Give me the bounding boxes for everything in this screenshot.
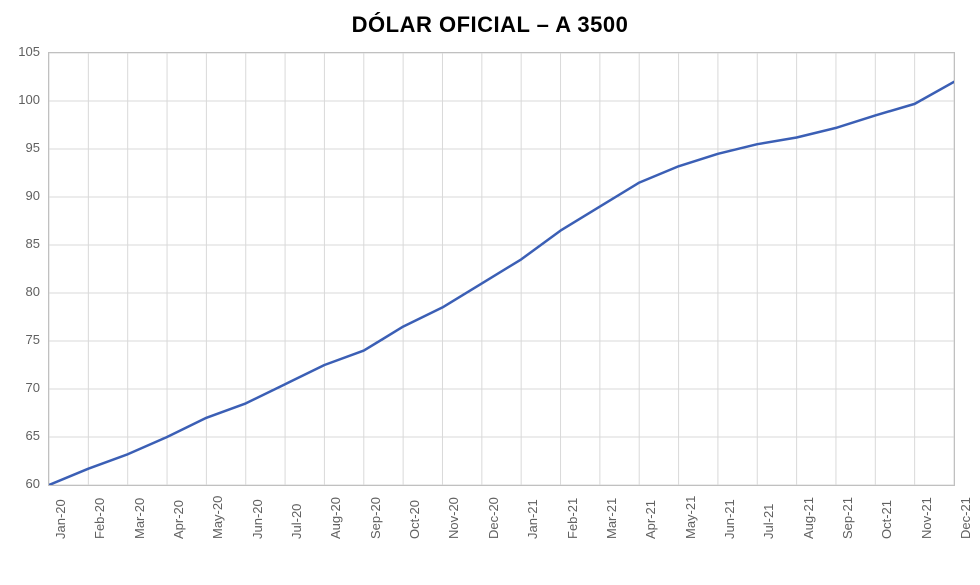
- x-tick-label: Aug-21: [801, 497, 816, 539]
- x-tick-label: Mar-21: [604, 498, 619, 539]
- x-tick-label: Jan-20: [53, 499, 68, 539]
- y-tick-label: 70: [0, 380, 40, 395]
- y-tick-label: 65: [0, 428, 40, 443]
- x-tick-label: Jun-20: [250, 499, 265, 539]
- y-tick-label: 100: [0, 92, 40, 107]
- x-tick-label: Jan-21: [525, 499, 540, 539]
- x-tick-label: Nov-21: [919, 497, 934, 539]
- x-tick-label: Dec-20: [486, 497, 501, 539]
- x-tick-label: May-21: [683, 496, 698, 539]
- y-tick-label: 95: [0, 140, 40, 155]
- x-tick-label: Dec-21: [958, 497, 973, 539]
- chart-title: DÓLAR OFICIAL – A 3500: [0, 12, 980, 38]
- x-tick-label: Nov-20: [446, 497, 461, 539]
- x-tick-label: Jul-21: [761, 504, 776, 539]
- y-tick-label: 75: [0, 332, 40, 347]
- x-tick-label: Jul-20: [289, 504, 304, 539]
- x-tick-label: Oct-20: [407, 500, 422, 539]
- x-tick-label: Apr-21: [643, 500, 658, 539]
- y-tick-label: 80: [0, 284, 40, 299]
- x-tick-label: Mar-20: [132, 498, 147, 539]
- x-tick-label: Apr-20: [171, 500, 186, 539]
- y-tick-label: 105: [0, 44, 40, 59]
- x-tick-label: Feb-21: [565, 498, 580, 539]
- x-tick-label: Sep-21: [840, 497, 855, 539]
- line-series: [49, 53, 954, 485]
- x-tick-label: Sep-20: [368, 497, 383, 539]
- y-tick-label: 60: [0, 476, 40, 491]
- y-tick-label: 85: [0, 236, 40, 251]
- plot-area: [48, 52, 955, 486]
- x-tick-label: Aug-20: [328, 497, 343, 539]
- x-tick-label: Feb-20: [92, 498, 107, 539]
- y-tick-label: 90: [0, 188, 40, 203]
- x-tick-label: Oct-21: [879, 500, 894, 539]
- x-tick-label: May-20: [210, 496, 225, 539]
- chart-container: DÓLAR OFICIAL – A 3500 60 65 70 75 80 85 90 95 1…: [0, 0, 980, 585]
- x-tick-label: Jun-21: [722, 499, 737, 539]
